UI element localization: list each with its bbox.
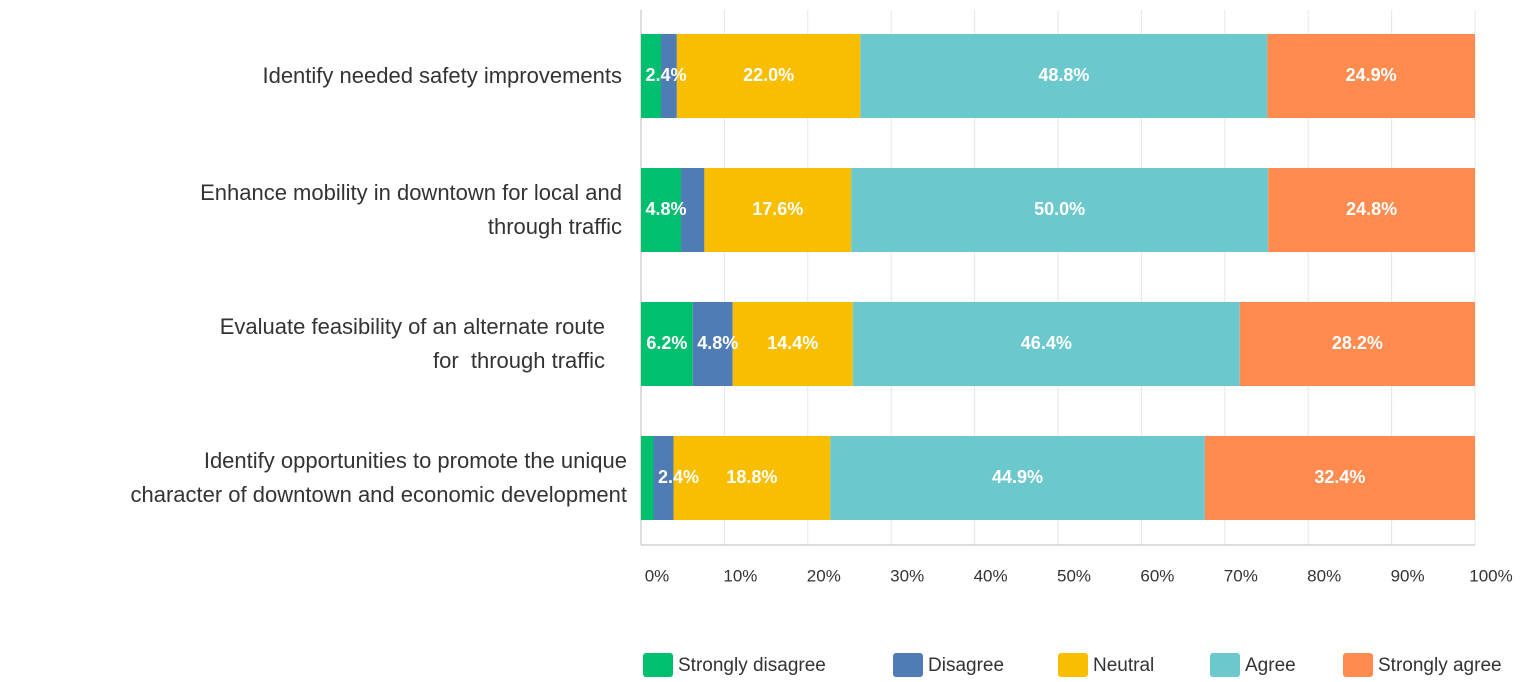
bar-segment	[851, 168, 1269, 252]
x-tick-label: 70%	[1224, 566, 1258, 585]
bar-segment	[661, 34, 677, 118]
data-label: 14.4%	[767, 333, 818, 353]
bar-segment	[676, 34, 861, 118]
x-tick-label: 40%	[974, 566, 1008, 585]
data-label: 50.0%	[1034, 199, 1085, 219]
data-label: 2.4%	[645, 65, 686, 85]
bar-segment	[641, 34, 662, 118]
bar-segment	[860, 34, 1268, 118]
legend-label: Strongly agree	[1378, 655, 1502, 676]
legend-label: Neutral	[1093, 655, 1154, 676]
data-label: 28.2%	[1332, 333, 1383, 353]
data-label: 17.6%	[752, 199, 803, 219]
data-label: 32.4%	[1314, 467, 1365, 487]
x-tick-label: 30%	[890, 566, 924, 585]
data-label: 46.4%	[1021, 333, 1072, 353]
legend-label: Strongly disagree	[678, 655, 826, 676]
bar-segment	[641, 436, 654, 520]
data-label: 24.8%	[1346, 199, 1397, 219]
bar-segment	[641, 302, 693, 386]
category-label: Identify opportunities to promote the un…	[130, 448, 627, 507]
x-tick-label: 100%	[1469, 566, 1512, 585]
legend-swatch	[1343, 653, 1373, 677]
x-tick-label: 60%	[1140, 566, 1174, 585]
data-label: 18.8%	[726, 467, 777, 487]
data-label: 48.8%	[1038, 65, 1089, 85]
bar-segment	[1267, 34, 1475, 118]
legend-label: Agree	[1245, 655, 1296, 676]
x-tick-label: 20%	[807, 566, 841, 585]
legend-swatch	[1058, 653, 1088, 677]
data-label: 24.9%	[1346, 65, 1397, 85]
x-tick-label: 50%	[1057, 566, 1091, 585]
bar-segment	[830, 436, 1205, 520]
category-label: Identify needed safety improvements	[262, 63, 622, 88]
bar-segment	[673, 436, 831, 520]
bar-segment	[852, 302, 1240, 386]
legend-swatch	[893, 653, 923, 677]
x-tick-label: 10%	[723, 566, 757, 585]
data-label: 6.2%	[646, 333, 687, 353]
legend-label: Disagree	[928, 655, 1004, 676]
bar-segment	[653, 436, 674, 520]
data-label: 4.8%	[697, 333, 738, 353]
category-label: Evaluate feasibility of an alternate rou…	[219, 314, 605, 373]
bar-segment	[1239, 302, 1475, 386]
data-label: 44.9%	[992, 467, 1043, 487]
bar-segment	[732, 302, 853, 386]
data-label: 4.8%	[645, 199, 686, 219]
bar-segment	[1204, 436, 1475, 520]
legend-swatch	[1210, 653, 1240, 677]
category-label: Enhance mobility in downtown for local a…	[200, 180, 622, 239]
data-label: 22.0%	[743, 65, 794, 85]
x-tick-label: 80%	[1307, 566, 1341, 585]
x-tick-label: 0%	[645, 566, 670, 585]
data-label: 2.4%	[658, 467, 699, 487]
bar-segment	[704, 168, 852, 252]
x-tick-label: 90%	[1391, 566, 1425, 585]
bar-segment	[681, 168, 705, 252]
bar-segment	[641, 168, 682, 252]
bar-segment	[692, 302, 733, 386]
bar-segment	[1268, 168, 1475, 252]
legend-swatch	[643, 653, 673, 677]
